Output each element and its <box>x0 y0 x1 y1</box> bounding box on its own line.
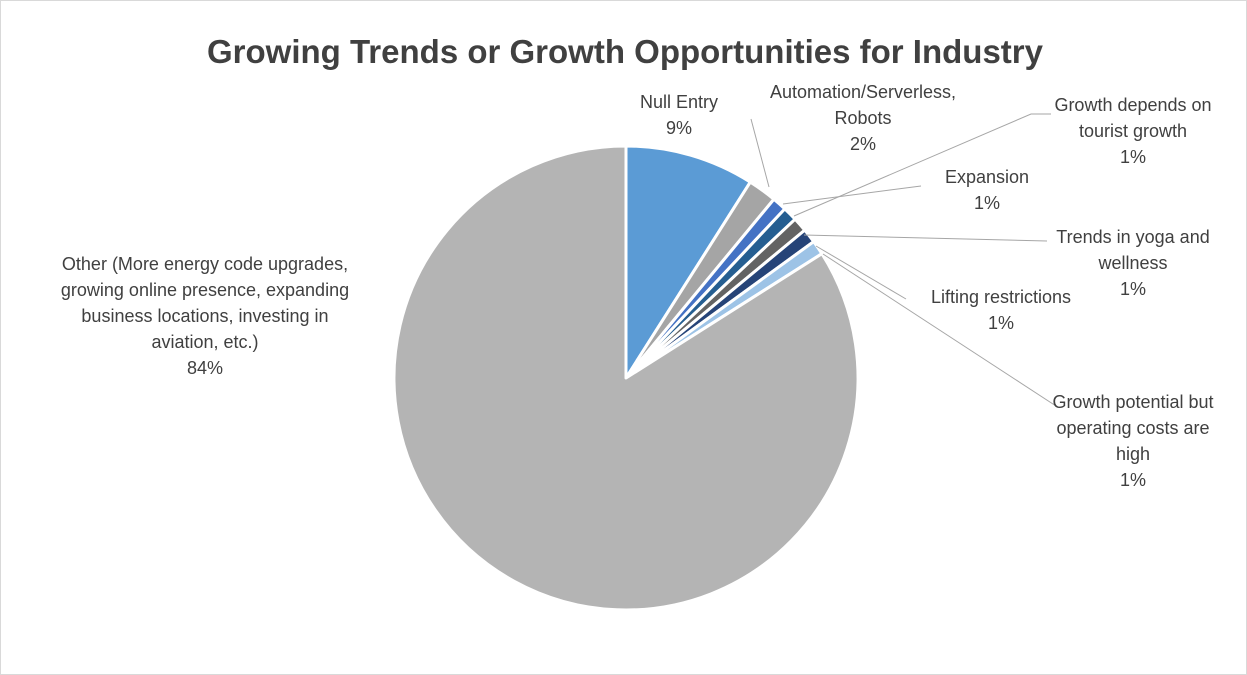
data-label-expansion: Expansion 1% <box>945 167 1029 213</box>
data-label-category: Null Entry <box>640 92 718 112</box>
data-label-automation-serverless-robots: Automation/Serverless, Robots 2% <box>770 82 956 154</box>
data-label-percent: 84% <box>187 358 223 378</box>
data-label-percent: 1% <box>1120 470 1146 490</box>
data-label-percent: 2% <box>850 134 876 154</box>
pie-slice-other-more-energy-code-upgrades-growing- <box>392 144 860 612</box>
leader-line-growth-potential-but-operating-costs-are <box>822 253 1057 407</box>
data-label-category: operating costs are <box>1056 418 1209 438</box>
data-label-category: business locations, investing in <box>81 306 328 326</box>
data-label-category: high <box>1116 444 1150 464</box>
pie-slice-null-entry <box>624 144 752 380</box>
data-label-growth-potential-but-operating-costs-are: Growth potential but operating costs are h… <box>1052 392 1213 490</box>
leader-line-expansion <box>782 185 922 205</box>
data-label-percent: 9% <box>666 118 692 138</box>
chart-title: Growing Trends or Growth Opportunities f… <box>207 33 1044 70</box>
data-label-category: Robots <box>834 108 891 128</box>
data-label-percent: 1% <box>1120 279 1146 299</box>
data-label-category: aviation, etc.) <box>151 332 258 352</box>
data-label-category: Growth potential but <box>1052 392 1213 412</box>
data-label-category: wellness <box>1097 253 1167 273</box>
data-label-category: tourist growth <box>1079 121 1187 141</box>
data-label-category: Lifting restrictions <box>931 287 1071 307</box>
data-label-percent: 1% <box>1120 147 1146 167</box>
data-label-percent: 1% <box>988 313 1014 333</box>
leader-line-automation-serverless-robots <box>750 118 770 188</box>
data-label-lifting-restrictions: Lifting restrictions 1% <box>931 287 1071 333</box>
data-label-other-more-energy-code-upgrades-growing-: Other (More energy code upgrades, growing… <box>61 254 349 378</box>
data-label-category: Other (More energy code upgrades, <box>62 254 348 274</box>
data-label-trends-in-yoga-and-wellness: Trends in yoga and wellness 1% <box>1056 227 1209 299</box>
leader-lines <box>750 113 1057 407</box>
data-label-category: Growth depends on <box>1054 95 1211 115</box>
leader-line-lifting-restrictions <box>815 245 907 300</box>
data-label-category: Expansion <box>945 167 1029 187</box>
data-label-percent: 1% <box>974 193 1000 213</box>
leader-line-trends-in-yoga-and-wellness <box>803 234 1048 242</box>
data-label-growth-depends-on-tourist-growth: Growth depends on tourist growth 1% <box>1054 95 1211 167</box>
pie-slices <box>392 144 860 612</box>
data-label-category: growing online presence, expanding <box>61 280 349 300</box>
slice-labels: Null Entry 9% Automation/Serverless, Robots… <box>61 82 1214 490</box>
leader-line-growth-depends-on-tourist-growth <box>793 113 1051 217</box>
data-label-category: Automation/Serverless, <box>770 82 956 102</box>
data-label-category: Trends in yoga and <box>1056 227 1209 247</box>
data-label-null-entry: Null Entry 9% <box>640 92 718 138</box>
